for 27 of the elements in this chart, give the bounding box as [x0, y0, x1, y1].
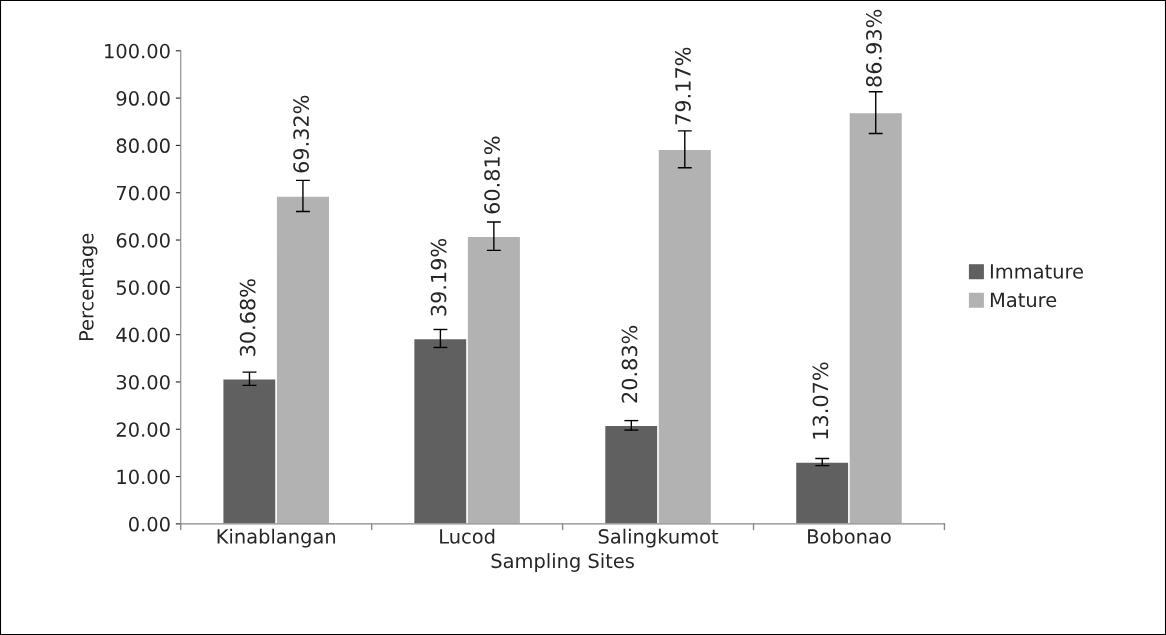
- y-tick-label: 80.00: [116, 138, 170, 154]
- x-tick-label: Kinablangan: [217, 528, 336, 548]
- y-tick-label: 60.00: [116, 232, 170, 248]
- x-tick-label: Salingkumot: [598, 528, 719, 548]
- data-label: 86.93%: [866, 9, 882, 87]
- y-tick-label: 30.00: [116, 374, 170, 390]
- data-label: 39.19%: [430, 238, 447, 316]
- y-axis-title: Percentage: [79, 233, 98, 341]
- y-tick-label: 40.00: [116, 327, 170, 343]
- y-tick-label: 100.00: [105, 43, 170, 59]
- data-label: 20.83%: [621, 325, 638, 403]
- legend-label: Immature: [990, 264, 1084, 279]
- data-label: 69.32%: [293, 95, 309, 173]
- x-axis-title: Sampling Sites: [491, 553, 634, 572]
- y-tick-label: 70.00: [116, 185, 170, 201]
- data-label: 13.07%: [812, 362, 829, 439]
- data-label: 60.81%: [484, 136, 500, 214]
- y-tick-label: 20.00: [116, 422, 170, 437]
- y-tick-label: 50.00: [116, 280, 170, 295]
- y-tick-label: 0.00: [129, 516, 170, 532]
- legend-label: Mature: [990, 292, 1057, 308]
- y-tick-label: 90.00: [116, 91, 170, 106]
- y-tick-label: 10.00: [117, 469, 170, 485]
- data-label: 30.68%: [239, 279, 256, 356]
- x-tick-label: Lucod: [440, 528, 495, 544]
- data-label: 79.17%: [675, 47, 691, 125]
- x-tick-label: Bobonao: [808, 528, 891, 544]
